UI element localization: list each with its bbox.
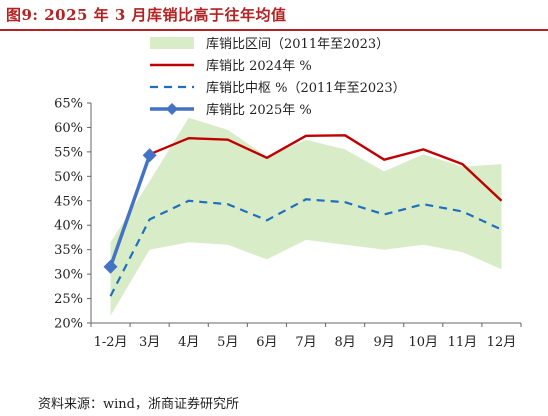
historical-range-band: [110, 117, 502, 316]
y-tick-label: 20%: [54, 317, 83, 332]
x-tick-label: 11月: [448, 335, 478, 350]
y-tick-label: 25%: [54, 292, 83, 307]
x-tick-label: 8月: [334, 335, 355, 350]
y-tick-label: 45%: [54, 194, 83, 209]
x-tick-label: 4月: [178, 335, 199, 350]
x-tick-label: 1-2月: [94, 335, 128, 350]
legend: 库销比区间（2011年至2023） 库销比 2024年 % 库销比中枢 %（2011…: [150, 36, 406, 118]
figure-title: 图9: 2025 年 3 月库销比高于往年均值: [6, 6, 287, 24]
source-note: 资料来源：wind，浙商证券研究所: [38, 397, 239, 412]
series-2025-line: [108, 154, 152, 268]
band-layer: [110, 117, 502, 316]
x-tick-label: 9月: [374, 335, 395, 350]
legend-label-2025: 库销比 2025年 %: [206, 102, 312, 118]
chart-svg: 20% 25% 30% 35% 40% 45% 50% 55% 60% 65% 1-2月 3月 4月 5月…: [54, 36, 522, 350]
series-median-line: [109, 198, 502, 297]
x-tick-label: 3月: [139, 335, 160, 350]
series-2024-line: [149, 134, 503, 202]
legend-marker-2025: [166, 103, 178, 115]
y-tick-label: 65%: [54, 97, 83, 112]
series-2025-marker: [103, 259, 118, 274]
y-tick-label: 60%: [54, 121, 83, 136]
x-tick-label: 5月: [217, 335, 238, 350]
x-tick-label: 10月: [408, 335, 438, 350]
title-underline: [0, 29, 548, 31]
x-tick-label: 12月: [487, 335, 517, 350]
y-tick-label: 35%: [54, 243, 83, 258]
legend-label-median: 库销比中枢 %（2011年至2023）: [206, 80, 406, 96]
y-tick-label: 40%: [54, 219, 83, 234]
axis-layer: 20% 25% 30% 35% 40% 45% 50% 55% 60% 65% 1-2月 3月 4月 5月…: [54, 97, 522, 350]
legend-label-2024: 库销比 2024年 %: [206, 58, 312, 74]
series-2025-marker: [142, 148, 157, 163]
x-tick-label: 7月: [295, 335, 316, 350]
y-tick-label: 50%: [54, 170, 83, 185]
legend-swatch-band: [150, 37, 194, 49]
y-tick-label: 30%: [54, 268, 83, 283]
x-tick-label: 6月: [256, 335, 277, 350]
series-layer: [103, 134, 503, 297]
y-tick-label: 55%: [54, 145, 83, 160]
legend-label-band: 库销比区间（2011年至2023）: [206, 36, 389, 52]
